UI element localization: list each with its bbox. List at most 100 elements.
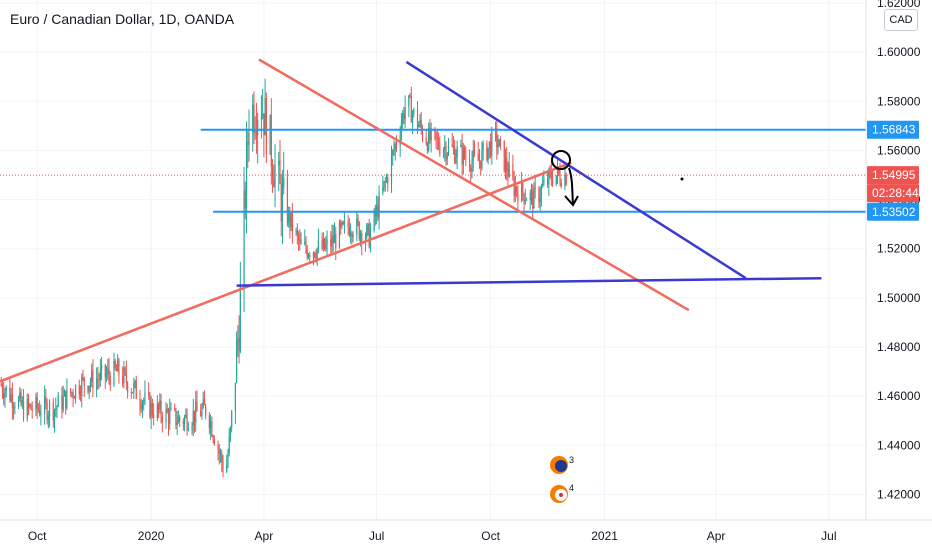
trend-line[interactable] [258,58,690,312]
candle [255,102,258,154]
candle [210,414,212,440]
candle [48,399,51,428]
candle [340,219,342,235]
candle [165,402,167,429]
candle [104,363,106,390]
candle [131,391,134,394]
candle [529,189,531,210]
candle [305,236,307,255]
candle [66,378,68,410]
price-tag: 1.56843 [867,120,919,139]
candle [143,397,145,411]
candle [161,411,163,433]
candle [30,403,32,411]
candle [125,360,127,391]
y-tick-label: 1.50000 [877,291,921,305]
candle [393,140,395,156]
candle [92,359,94,398]
candle [496,120,498,160]
candle [239,261,241,354]
trend-line[interactable] [236,276,822,287]
candle [343,211,346,234]
candle [304,229,306,246]
candle [280,174,282,237]
ca-event-count: 4 [569,483,574,493]
marker-layer[interactable]: 3 4 [550,455,574,503]
candle [425,130,427,146]
x-tick-label: Apr [255,529,274,543]
y-tick-label: 1.52000 [877,242,921,256]
candle [236,331,238,384]
candle [335,226,337,261]
candle [167,407,170,436]
candle [186,408,188,436]
candle [447,138,450,157]
candle [45,389,47,410]
candle [374,204,376,226]
y-tick-label: 1.46000 [877,389,921,403]
candle [149,392,151,419]
candle [62,385,64,413]
candle [480,160,482,176]
candle [205,403,207,420]
candle [231,410,233,433]
candle [470,164,472,182]
candle [338,219,341,249]
candle [229,426,232,443]
drawing-layer [551,150,684,207]
candle [72,388,74,408]
x-tick-label: Oct [481,529,500,543]
candle [71,391,73,398]
candle [369,222,372,253]
candle [300,232,302,245]
candle [490,133,492,159]
candle [191,421,193,435]
candle [508,152,510,178]
lines-layer[interactable] [0,58,866,383]
candle [352,231,354,243]
candle [20,388,22,407]
x-tick-label: Jul [821,529,836,543]
y-tick-label: 1.44000 [877,438,921,452]
candle [436,129,438,151]
candle [384,176,386,192]
y-tick-label: 1.48000 [877,340,921,354]
candle [514,175,516,202]
candle [27,394,30,416]
candle [430,122,432,153]
candle [124,366,126,376]
candle [151,398,153,419]
candle [57,391,59,408]
axis-layer [0,0,932,521]
candle [264,78,266,136]
x-tick-label: 2021 [591,529,618,543]
candle [81,373,83,408]
currency-badge[interactable]: CAD [884,9,918,31]
eu-event-marker[interactable]: 3 [550,455,574,474]
candle [3,381,5,406]
candle [296,223,298,245]
candle [288,206,290,228]
candle [481,141,483,171]
candle [174,403,176,412]
candle [265,92,267,163]
candle [385,173,388,184]
y-tick-label: 1.58000 [877,94,921,108]
candle [203,390,206,406]
candle [540,183,543,207]
candle [473,140,476,157]
candle [366,222,368,240]
candle [78,379,80,400]
trend-line[interactable] [405,60,747,280]
candle [182,418,184,431]
ca-event-marker[interactable]: 4 [550,483,574,503]
candle [461,133,463,176]
trend-line[interactable] [0,161,572,383]
candle [455,149,457,165]
candle [400,113,403,141]
candle [219,448,222,463]
candle [96,367,98,398]
candle [208,412,210,435]
